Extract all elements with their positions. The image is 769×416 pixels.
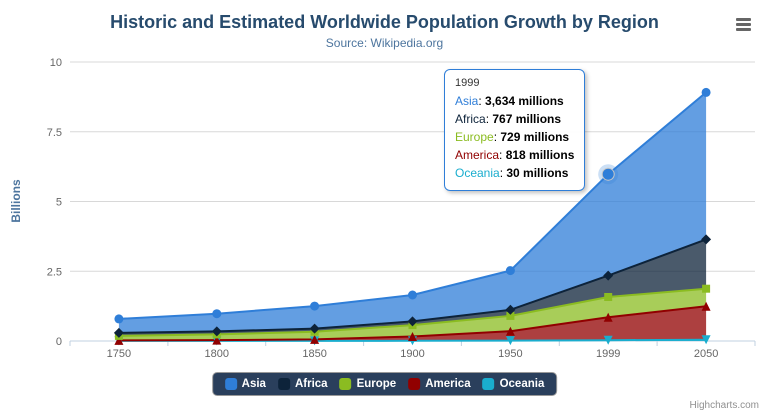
area-asia[interactable] [118, 92, 707, 333]
x-axis-label: 1850 [302, 348, 326, 360]
x-axis-label: 1800 [205, 348, 229, 360]
legend-label: Europe [356, 378, 397, 390]
x-axis-label: 2050 [694, 348, 718, 360]
x-axis-label: 1750 [107, 348, 131, 360]
tooltip-series-name: America [455, 148, 500, 162]
legend-symbol [339, 378, 352, 390]
legend-label: Oceania [499, 378, 545, 390]
chart-subtitle: Source: Wikipedia.org [325, 36, 444, 50]
tooltip-series-value: 818 millions [505, 148, 575, 162]
tooltip-series-value: 767 millions [492, 112, 562, 126]
tooltip-series-name: Europe [455, 130, 494, 144]
area-america[interactable] [118, 306, 707, 341]
area-africa[interactable] [118, 239, 707, 336]
legend-item-america[interactable]: America [408, 378, 471, 390]
tooltip-series-value: 729 millions [500, 130, 570, 144]
hamburger-icon [736, 23, 751, 26]
credits-link[interactable]: Highcharts.com [689, 400, 759, 411]
y-axis-label: 5 [56, 197, 62, 209]
legend-label: America [425, 378, 471, 390]
tooltip: 1999 Asia: 3,634 millions Africa: 767 mil… [444, 69, 586, 191]
chart-title: Historic and Estimated Worldwide Populat… [110, 12, 659, 32]
x-axis-label: 1950 [498, 348, 522, 360]
legend-label: Asia [241, 378, 266, 390]
hamburger-icon [736, 28, 751, 31]
legend-label: Africa [294, 378, 328, 390]
markers-asia[interactable] [114, 87, 711, 324]
hover-point[interactable] [601, 167, 615, 181]
tooltip-row: Africa: 767 millions [455, 112, 562, 126]
y-axis-label: 0 [56, 336, 62, 348]
legend-symbol [408, 378, 421, 390]
markers-america[interactable] [114, 301, 711, 345]
legend-symbol [224, 378, 237, 390]
legend-item-oceania[interactable]: Oceania [482, 378, 545, 390]
tooltip-series-value: 3,634 millions [485, 94, 564, 108]
y-axis-label: 10 [50, 57, 62, 69]
legend-item-africa[interactable]: Africa [277, 378, 328, 390]
legend: Asia Africa Europe America Oceania [211, 372, 558, 396]
tooltip-row: Asia: 3,634 millions [455, 94, 564, 108]
tooltip-series-name: Africa [455, 112, 486, 126]
y-axis-label: 7.5 [47, 127, 62, 139]
x-axis-label: 1900 [400, 348, 424, 360]
tooltip-row: Europe: 729 millions [455, 130, 570, 144]
tooltip-header: 1999 [455, 77, 480, 89]
tooltip-rows: Asia: 3,634 millions Africa: 767 millions… [455, 92, 574, 182]
legend-symbol [277, 378, 290, 390]
hamburger-icon [736, 18, 751, 21]
tooltip-series-name: Asia [455, 94, 479, 108]
markers-africa[interactable] [113, 234, 712, 338]
legend-item-asia[interactable]: Asia [224, 378, 266, 390]
x-axis-label: 1999 [596, 348, 620, 360]
tooltip-row: Oceania: 30 millions [455, 166, 569, 180]
y-axis-title: Billions [9, 179, 23, 223]
tooltip-series-name: Oceania [455, 166, 500, 180]
tooltip-row: America: 818 millions [455, 148, 575, 162]
context-menu-button[interactable] [734, 14, 753, 35]
tooltip-series-value: 30 millions [506, 166, 569, 180]
legend-item-europe[interactable]: Europe [339, 378, 397, 390]
legend-symbol [482, 378, 495, 390]
y-axis-label: 2.5 [47, 266, 62, 278]
